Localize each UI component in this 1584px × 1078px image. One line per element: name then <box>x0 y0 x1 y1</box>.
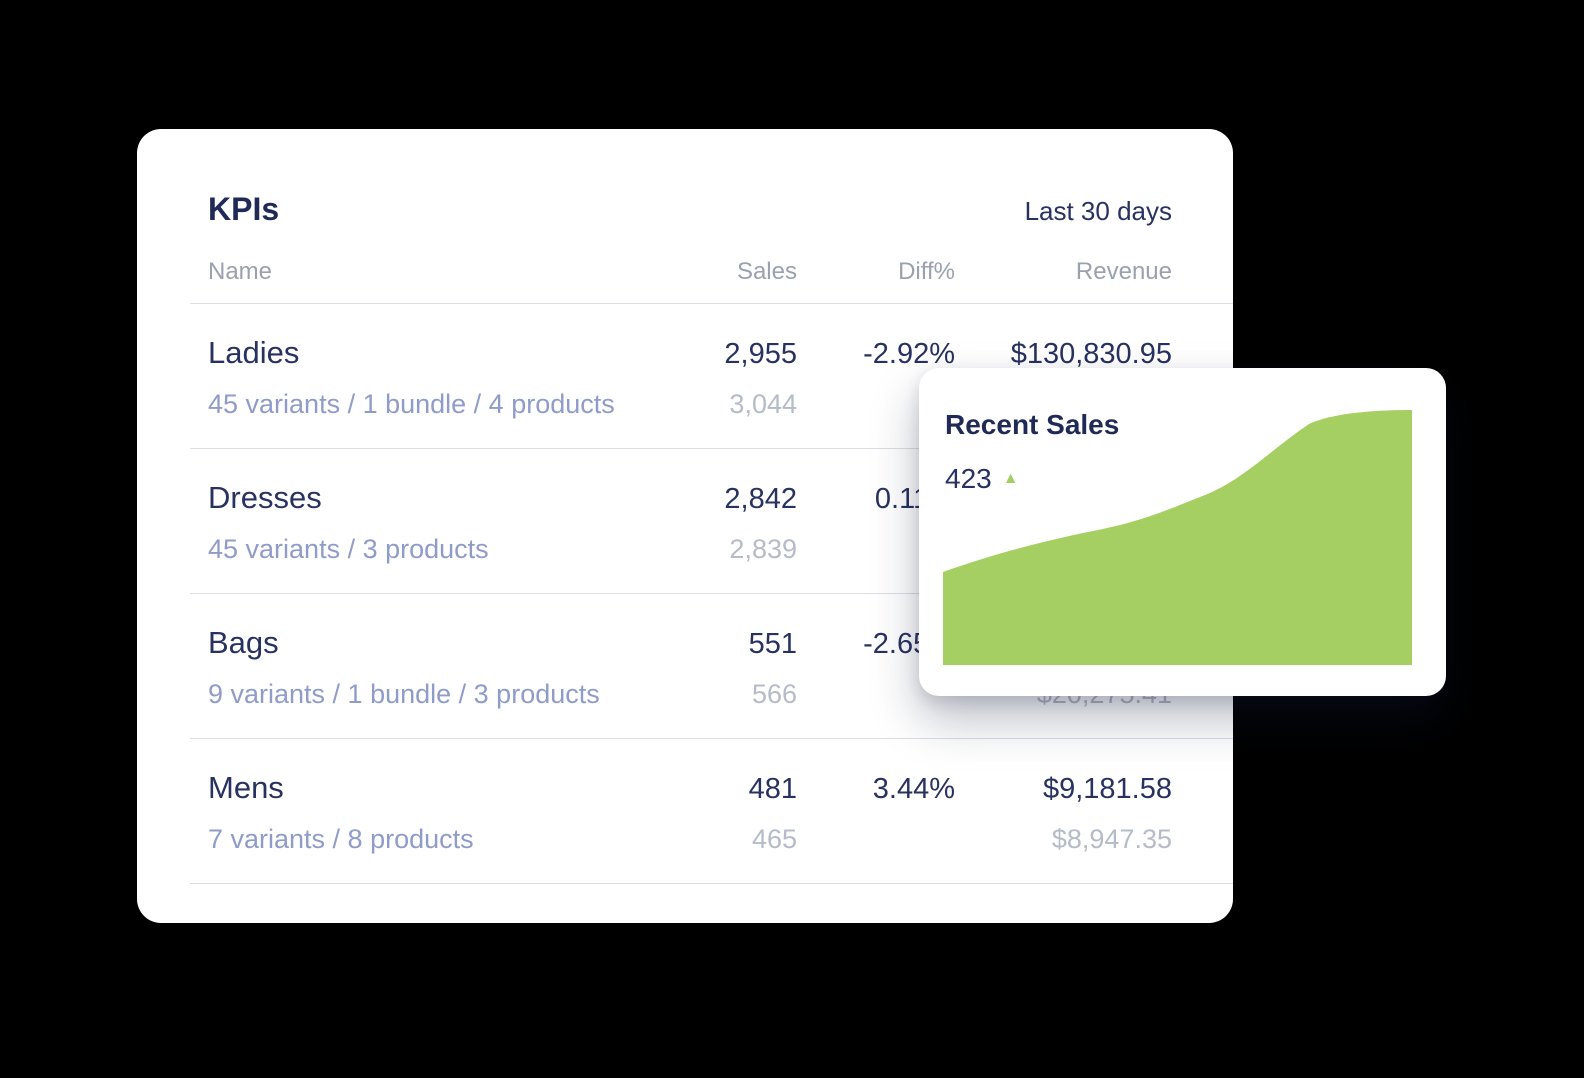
row-sales-prev: 2,839 <box>729 534 797 564</box>
period-label: Last 30 days <box>1024 196 1172 226</box>
recent-sales-title: Recent Sales <box>945 409 1120 440</box>
table-header-row: Name Sales Diff% Revenue <box>137 230 1233 303</box>
column-header-revenue: Revenue <box>1075 258 1172 285</box>
row-sales: 2,842 <box>724 483 797 515</box>
row-sales-prev: 3,044 <box>729 389 797 419</box>
row-sales-prev: 465 <box>751 824 797 854</box>
row-revenue-prev: $8,947.35 <box>1051 824 1172 854</box>
row-name: Mens <box>208 770 284 805</box>
row-diff: -2.92% <box>863 338 955 370</box>
table-row[interactable]: Mens 481 3.44% $9,181.58 7 variants / 8 … <box>137 739 1233 883</box>
row-sales: 551 <box>748 628 797 660</box>
row-name: Dresses <box>208 480 322 515</box>
table-row[interactable]: Dresses 2,842 0.11% 45 variants / 3 prod… <box>137 449 1233 593</box>
row-sales: 481 <box>748 773 797 805</box>
row-details: 45 variants / 3 products <box>208 534 489 564</box>
row-revenue: $130,830.95 <box>1010 338 1172 370</box>
divider <box>190 448 1233 449</box>
row-name: Ladies <box>208 335 300 370</box>
row-sales: 2,955 <box>724 338 797 370</box>
kpi-card-header: KPIs Last 30 days <box>137 129 1233 230</box>
divider <box>190 593 1233 594</box>
row-revenue: $9,181.58 <box>1042 773 1172 805</box>
divider <box>190 883 1233 884</box>
row-diff: 3.44% <box>872 773 955 805</box>
divider <box>190 303 1233 304</box>
recent-sales-value-row: 423 ▲ <box>945 463 1019 495</box>
row-details: 45 variants / 1 bundle / 4 products <box>208 389 615 419</box>
recent-sales-card: Recent Sales 423 ▲ <box>919 368 1446 696</box>
column-header-sales: Sales <box>736 258 797 285</box>
recent-sales-value: 423 <box>945 463 992 494</box>
page-title: KPIs <box>208 191 280 227</box>
row-sales-prev: 566 <box>751 679 797 709</box>
trend-up-triangle-icon: ▲ <box>1002 470 1019 487</box>
row-name: Bags <box>208 625 279 660</box>
row-details: 7 variants / 8 products <box>208 824 474 854</box>
column-header-name: Name <box>208 258 273 285</box>
column-header-diff: Diff% <box>898 258 955 285</box>
divider <box>190 738 1233 739</box>
row-details: 9 variants / 1 bundle / 3 products <box>208 679 600 709</box>
recent-sales-area-chart <box>943 410 1412 665</box>
table-row[interactable]: Ladies 2,955 -2.92% $130,830.95 45 varia… <box>137 304 1233 448</box>
